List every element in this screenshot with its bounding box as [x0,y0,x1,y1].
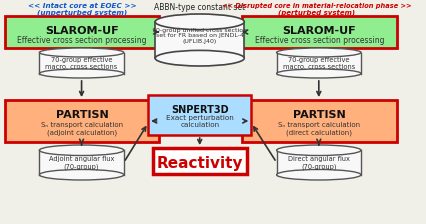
Text: PARTISN: PARTISN [293,110,345,120]
Text: PARTISN: PARTISN [56,110,109,120]
Bar [39,52,124,73]
Bar [276,150,361,175]
Text: Adjoint angular flux
(70-group): Adjoint angular flux (70-group) [49,156,114,170]
Text: Reactivity: Reactivity [156,155,243,170]
Text: ABBN-type constant set: ABBN-type constant set [154,3,245,12]
Text: << Disrupted core in material-relocation phase >>: << Disrupted core in material-relocation… [222,3,412,9]
Text: Direct angular flux
(70-group): Direct angular flux (70-group) [288,156,350,170]
Bar [155,22,244,58]
Text: SLAROM-UF: SLAROM-UF [282,26,356,36]
Ellipse shape [276,69,361,78]
Bar [153,148,247,174]
Ellipse shape [276,145,361,155]
Ellipse shape [39,145,124,155]
Text: << Intact core at EOEC >>: << Intact core at EOEC >> [28,3,137,9]
Bar [5,100,159,142]
Bar [39,150,124,175]
Bar [5,16,159,48]
Bar [242,100,397,142]
Bar [276,52,361,73]
Text: Effective cross section processing: Effective cross section processing [254,36,384,45]
Bar [148,95,251,135]
Text: Effective cross section processing: Effective cross section processing [17,36,147,45]
Text: 70-group effective
macro. cross sections: 70-group effective macro. cross sections [283,56,355,69]
Text: 70-group effective
macro. cross sections: 70-group effective macro. cross sections [46,56,118,69]
Text: Sₙ transport calculation
(direct calculation): Sₙ transport calculation (direct calcula… [278,122,360,136]
Ellipse shape [276,170,361,180]
Text: SLAROM-UF: SLAROM-UF [45,26,119,36]
Text: SNPERT3D: SNPERT3D [171,105,228,115]
Ellipse shape [39,170,124,180]
Text: Sₙ transport calculation
(adjoint calculation): Sₙ transport calculation (adjoint calcul… [41,122,123,136]
Ellipse shape [39,69,124,78]
Ellipse shape [276,48,361,57]
Text: 70-group unified cross section
set for FR based on JENDL-4
(UFLIB.J40): 70-group unified cross section set for F… [152,28,247,44]
Ellipse shape [155,50,244,66]
Text: (perturbed system): (perturbed system) [278,9,356,16]
Ellipse shape [155,14,244,30]
Text: Exact perturbation
calculation: Exact perturbation calculation [166,115,233,128]
Ellipse shape [39,48,124,57]
Text: (unperturbed system): (unperturbed system) [37,9,128,16]
Bar [242,16,397,48]
